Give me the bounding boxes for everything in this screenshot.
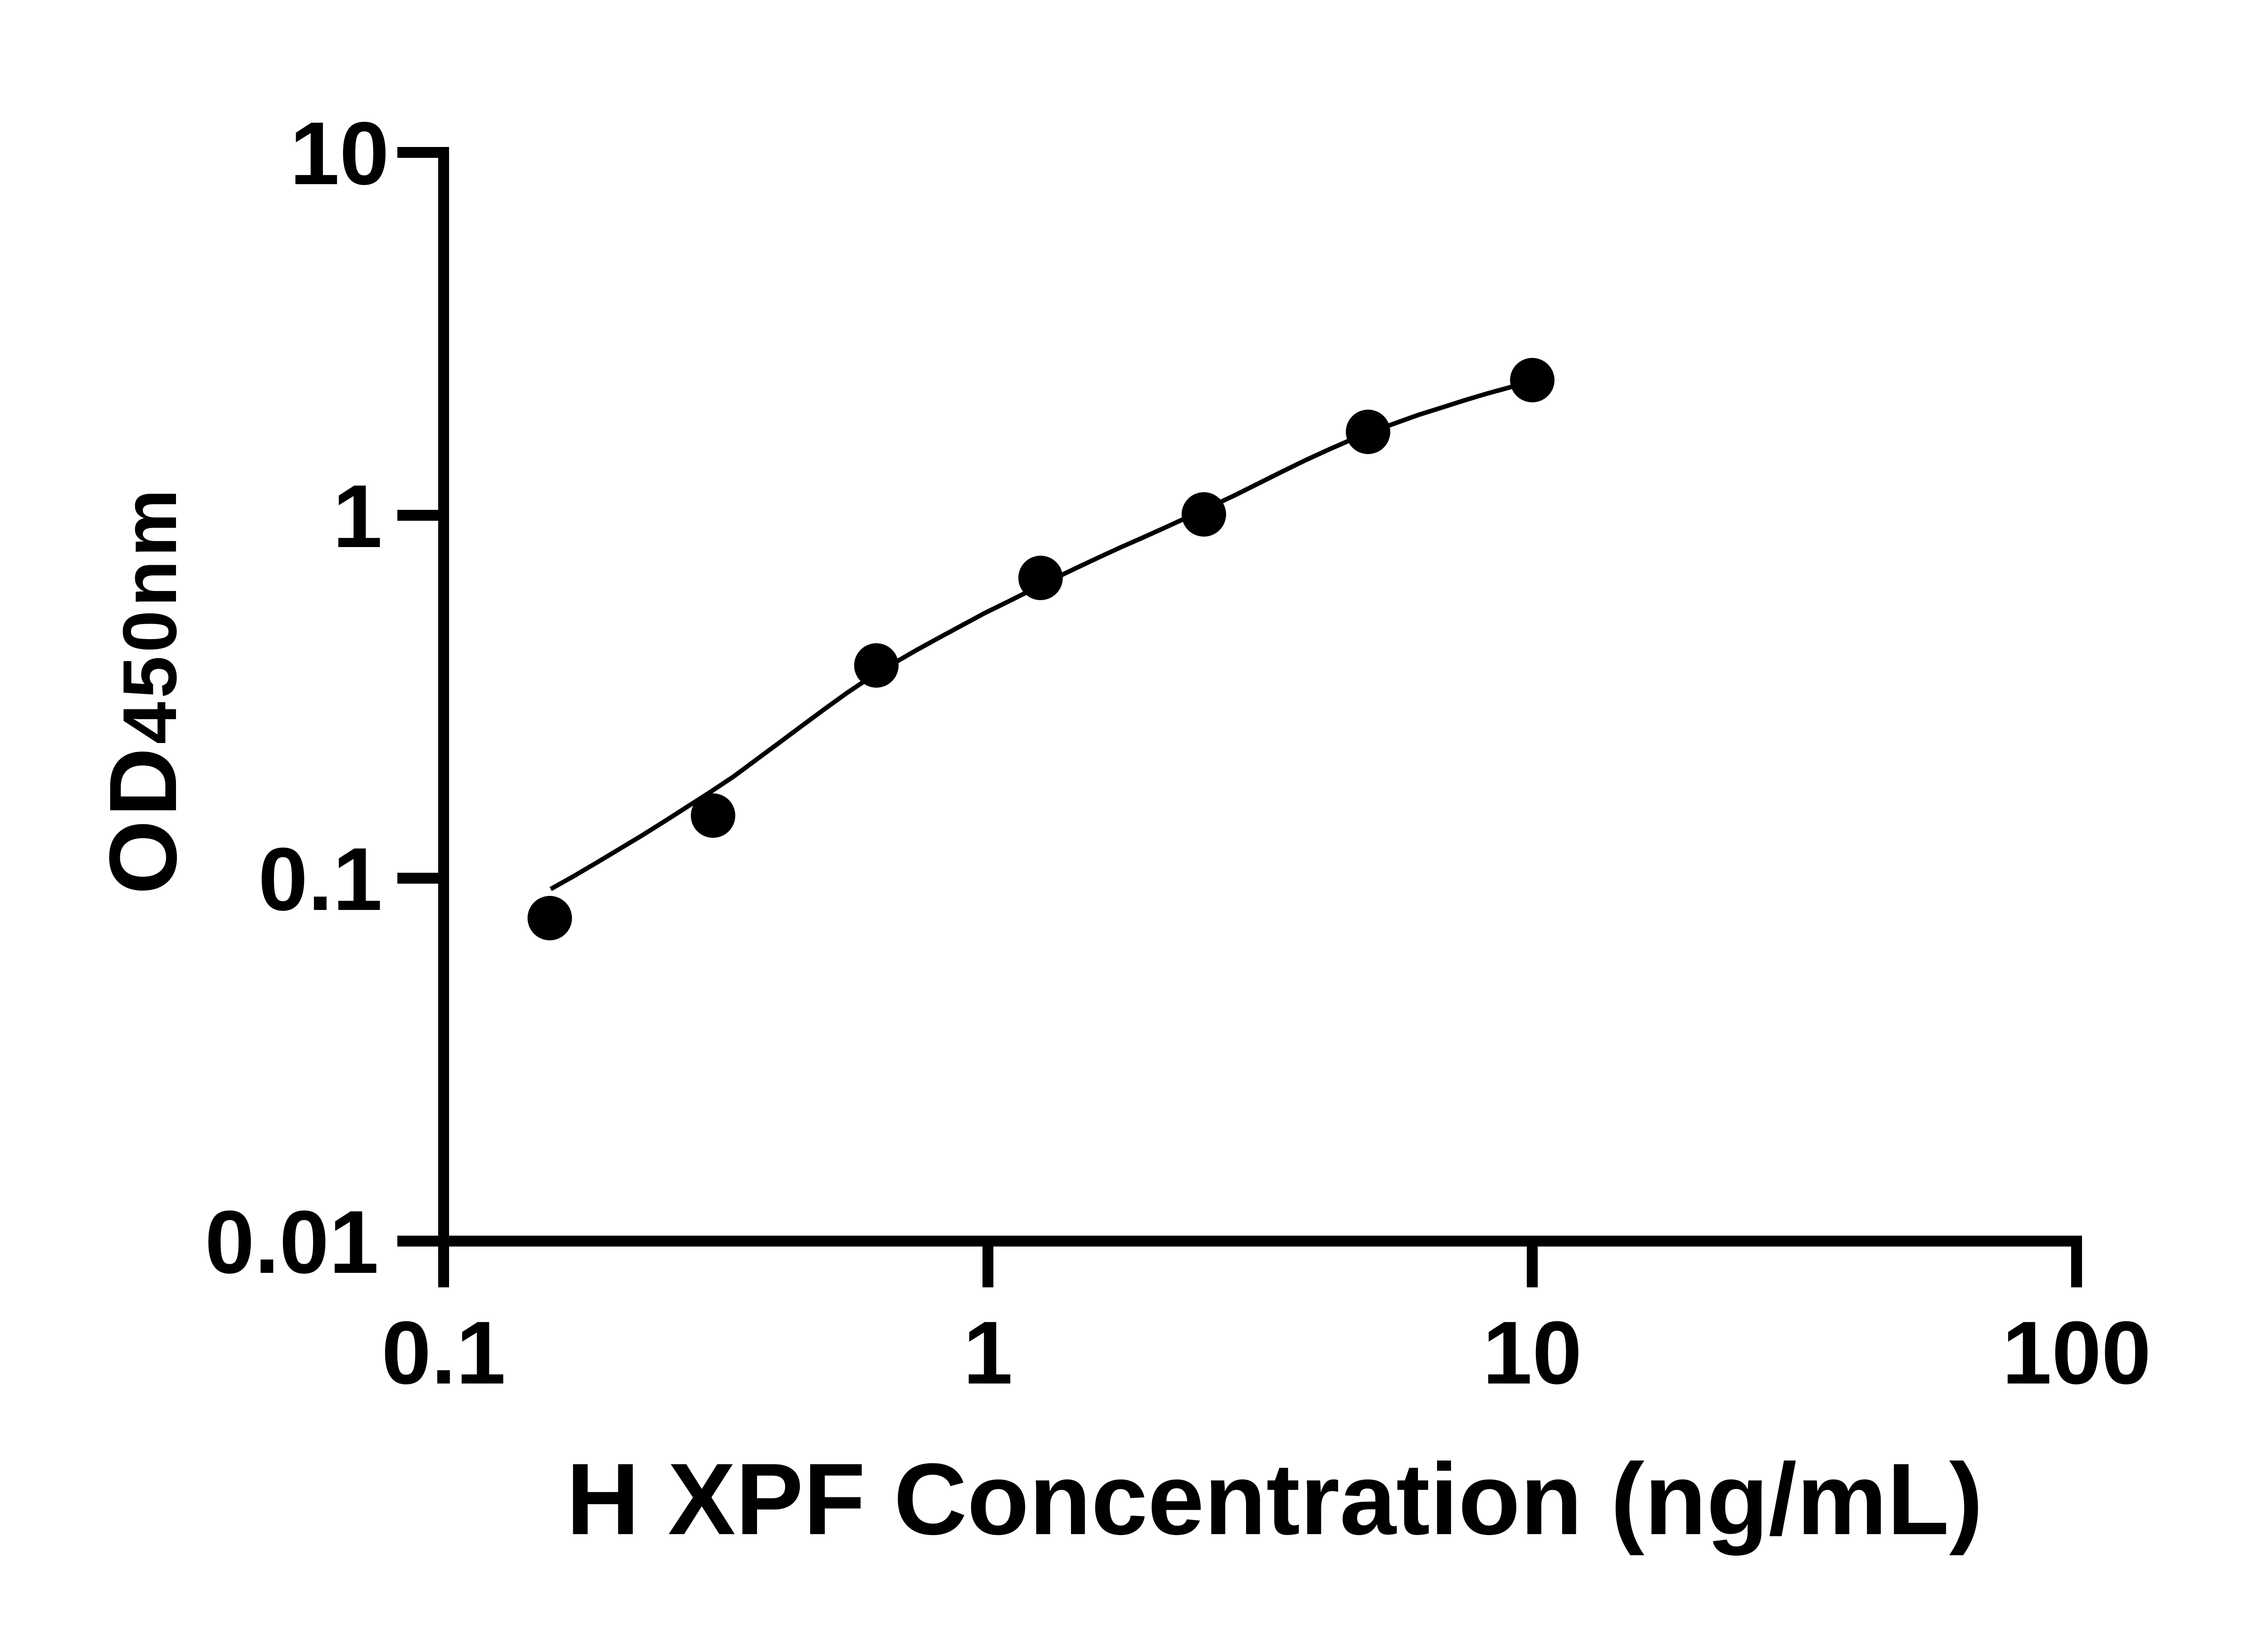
svg-text:10: 10 (1482, 1303, 1582, 1403)
svg-text:H XPF Concentration (ng/mL): H XPF Concentration (ng/mL) (566, 1442, 1983, 1556)
svg-text:0.1: 0.1 (258, 829, 382, 929)
svg-text:0.1: 0.1 (381, 1303, 506, 1403)
svg-text:1: 1 (332, 466, 382, 566)
svg-text:100: 100 (2002, 1303, 2151, 1403)
svg-text:1: 1 (963, 1303, 1013, 1403)
svg-text:10: 10 (290, 103, 389, 203)
svg-text:0.01: 0.01 (205, 1192, 379, 1292)
svg-text:OD450nm: OD450nm (89, 486, 196, 895)
